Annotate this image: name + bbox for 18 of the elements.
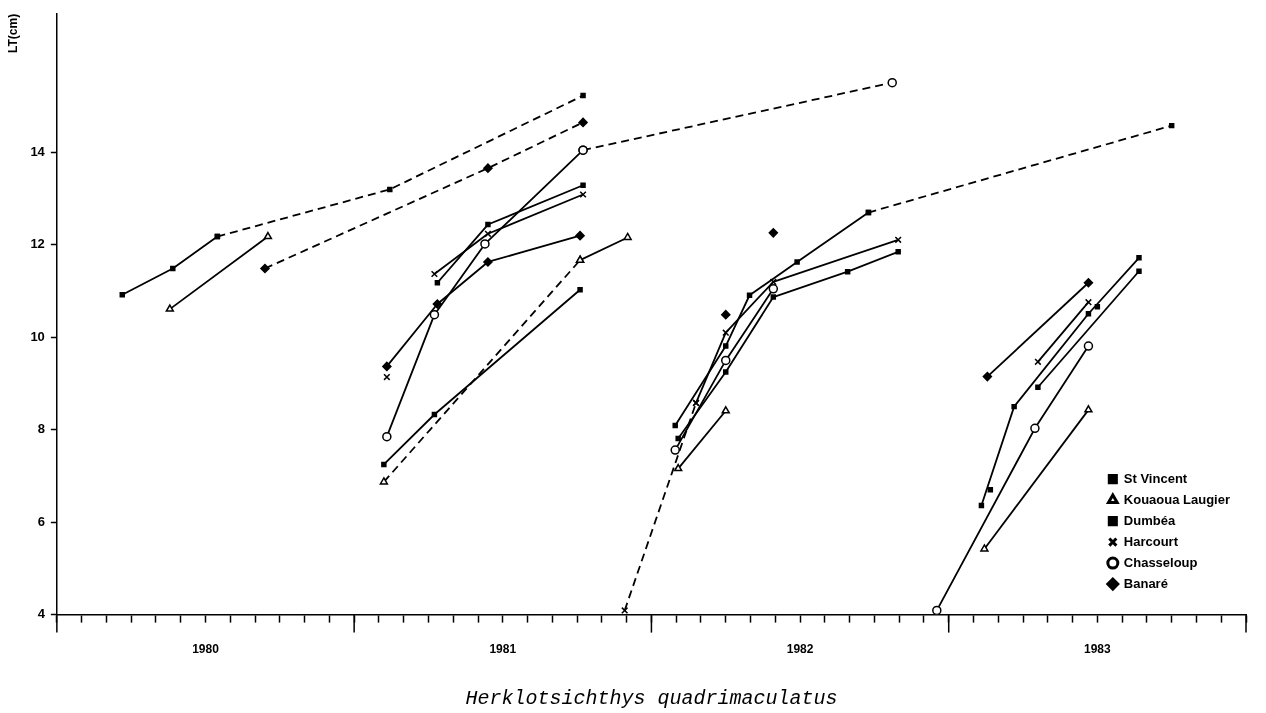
x-tick-label: 1980: [192, 642, 220, 657]
x-tick-label: 1982: [786, 642, 814, 657]
x-axis-title: Herklotsichthys quadrimaculatus: [465, 687, 838, 711]
y-tick-label: 10: [30, 328, 45, 344]
legend-label: Dumbéa: [1123, 512, 1176, 528]
y-axis-title: LT(cm): [5, 13, 20, 53]
y-tick-label: 6: [37, 513, 45, 529]
y-tick-label: 8: [37, 421, 45, 437]
legend-label: Kouaoua Laugier: [1123, 491, 1231, 507]
legend-label: Harcourt: [1123, 533, 1179, 549]
legend-label: St Vincent: [1123, 470, 1188, 486]
x-tick-label: 1981: [489, 642, 517, 657]
y-tick-label: 4: [37, 606, 46, 622]
x-tick-label: 1983: [1084, 642, 1112, 657]
y-tick-label: 12: [30, 236, 45, 252]
legend-label: Banaré: [1123, 575, 1168, 591]
y-tick-label: 14: [30, 144, 46, 160]
legend-label: Chasseloup: [1123, 554, 1198, 570]
